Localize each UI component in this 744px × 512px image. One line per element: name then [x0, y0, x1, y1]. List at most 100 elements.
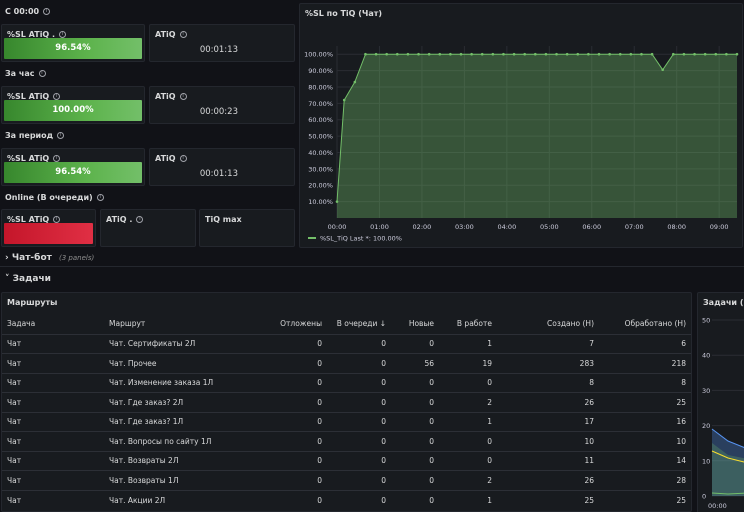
data-point	[544, 52, 548, 56]
info-icon[interactable]: i	[179, 93, 187, 100]
table-cell: 0	[439, 372, 497, 393]
data-point	[534, 52, 537, 56]
info-icon[interactable]: i	[53, 216, 61, 223]
table-row[interactable]: Чат Чат. Вопросы по сайту 1Л 0 0 0 0 10 10	[2, 431, 691, 451]
panel-title: ATiQ i	[155, 154, 187, 163]
panel-count: (3 panels)	[58, 254, 95, 262]
table-row[interactable]: Чат Чат. Изменение заказа 1Л 0 0 0 0 8 8	[2, 372, 691, 393]
hour-section-label: За час i	[5, 69, 46, 78]
info-icon[interactable]: i	[38, 70, 46, 77]
data-point	[480, 52, 484, 56]
table-cell: 0	[264, 372, 327, 393]
y-tick-label: 30.00%	[308, 165, 333, 173]
data-point	[364, 52, 367, 56]
column-header[interactable]: Маршрут	[109, 319, 146, 329]
atiq-online-panel: ATiQ .i	[100, 209, 196, 247]
table-cell: 0	[391, 450, 439, 471]
panel-title: ATiQ i	[155, 92, 187, 101]
series-area	[337, 54, 737, 219]
table-cell: 0	[391, 333, 439, 354]
data-point	[374, 52, 378, 56]
table-cell: 0	[264, 392, 327, 412]
data-point	[353, 80, 357, 84]
data-point	[565, 52, 569, 56]
info-icon[interactable]: i	[136, 216, 144, 223]
table-cell: Чат. Где заказ? 2Л	[104, 392, 264, 412]
sl-atiq-online-panel: %SL ATiQ i	[1, 209, 96, 247]
data-point	[427, 52, 431, 56]
info-icon[interactable]: i	[179, 31, 187, 38]
data-point	[629, 52, 633, 56]
sl-tiq-chart-panel: %SL по TiQ (Чат) 100.00% 90.00% 80.00% 70.0…	[299, 3, 743, 248]
table-cell: 0	[391, 392, 439, 412]
table-cell: Чат	[2, 431, 104, 451]
table-cell: 0	[327, 333, 391, 354]
table-cell: 0	[327, 431, 391, 451]
info-icon[interactable]: i	[53, 93, 61, 100]
data-point	[597, 52, 601, 56]
table-row[interactable]: Чат Чат. Сертификаты 2Л 0 0 0 1 7 6	[2, 333, 691, 354]
routes-table-wrap: Задача Маршрут Отложены В очереди ↓ Новые В р…	[2, 314, 691, 510]
table-row[interactable]: Чат Чат. Где заказ? 2Л 0 0 0 2 26 25	[2, 392, 691, 412]
table-cell: Чат. Изменение заказа 1Л	[104, 372, 264, 393]
x-tick-label: 03:00	[455, 223, 474, 231]
period-section-label: За период i	[5, 131, 65, 140]
table-row[interactable]: Чат Чат. Акции 2Л 0 0 0 1 25 25	[2, 489, 691, 510]
column-header[interactable]: В работе	[456, 319, 492, 329]
y-tick-label: 40.00%	[308, 149, 333, 157]
info-icon[interactable]: i	[59, 31, 67, 38]
info-icon[interactable]: i	[179, 155, 187, 162]
table-cell: Чат. Возвраты 1Л	[104, 470, 264, 490]
info-icon[interactable]: i	[96, 194, 104, 201]
data-point	[406, 52, 410, 56]
table-cell: 0	[264, 353, 327, 373]
data-point	[502, 52, 505, 56]
table-cell: 0	[439, 431, 497, 451]
chevron-down-icon: ˅	[5, 274, 10, 284]
table-row[interactable]: Чат Чат. Возвраты 1Л 0 0 0 2 26 28	[2, 470, 691, 490]
table-cell: 0	[391, 489, 439, 510]
table-cell: 1	[439, 411, 497, 432]
table-row[interactable]: Чат Чат. Прочее 0 0 56 19 283 218	[2, 353, 691, 373]
y-tick-label: 10	[702, 457, 710, 465]
column-header[interactable]: Задача	[7, 319, 36, 329]
table-cell: 26	[497, 392, 599, 412]
row-chatbot[interactable]: › Чат-бот (3 panels)	[5, 253, 95, 263]
table-row[interactable]: Чат Чат. Возвраты 2Л 0 0 0 0 11 14	[2, 450, 691, 471]
table-cell: 0	[327, 411, 391, 432]
data-point	[576, 52, 580, 56]
info-icon[interactable]: i	[57, 132, 65, 139]
y-tick-label: 80.00%	[308, 83, 333, 91]
table-cell: 0	[327, 450, 391, 471]
tasks-chart-panel: Задачи (Ча 50 40 30 20 10 000:00	[697, 292, 744, 512]
info-icon[interactable]: i	[53, 155, 61, 162]
column-header[interactable]: Новые	[408, 319, 434, 329]
x-tick-label: 08:00	[667, 223, 686, 231]
sl-value-bar: 100.00%	[4, 100, 142, 121]
routes-table: Задача Маршрут Отложены В очереди ↓ Новые В р…	[2, 314, 691, 510]
table-cell: Чат	[2, 489, 104, 510]
atiq-hour-panel: ATiQ i 00:00:23	[149, 86, 295, 124]
column-header[interactable]: Создано (Н)	[547, 319, 594, 329]
table-cell: Чат. Прочее	[104, 353, 264, 373]
column-header[interactable]: Обработано (Н)	[624, 319, 686, 329]
data-point	[735, 52, 739, 56]
column-header[interactable]: Отложены	[280, 319, 322, 329]
table-cell: 10	[599, 431, 691, 451]
table-cell: 10	[497, 431, 599, 451]
table-cell: 1	[439, 333, 497, 354]
column-header[interactable]: В очереди ↓	[336, 319, 386, 329]
info-icon[interactable]: i	[43, 8, 51, 15]
sl-atiq-today-panel: %SL ATiQ .i 96.54%	[1, 24, 145, 62]
table-row[interactable]: Чат Чат. Где заказ? 1Л 0 0 0 1 17 16	[2, 411, 691, 432]
data-point	[385, 52, 388, 56]
table-cell: 0	[264, 470, 327, 490]
table-cell: 0	[391, 372, 439, 393]
table-cell: Чат. Акции 2Л	[104, 489, 264, 510]
y-tick-label: 90.00%	[308, 67, 333, 75]
x-tick-label: 00:00	[708, 502, 727, 510]
table-cell: 0	[327, 392, 391, 412]
row-tasks[interactable]: ˅ Задачи	[5, 274, 51, 284]
table-cell: Чат	[2, 353, 104, 373]
data-point	[714, 52, 718, 56]
